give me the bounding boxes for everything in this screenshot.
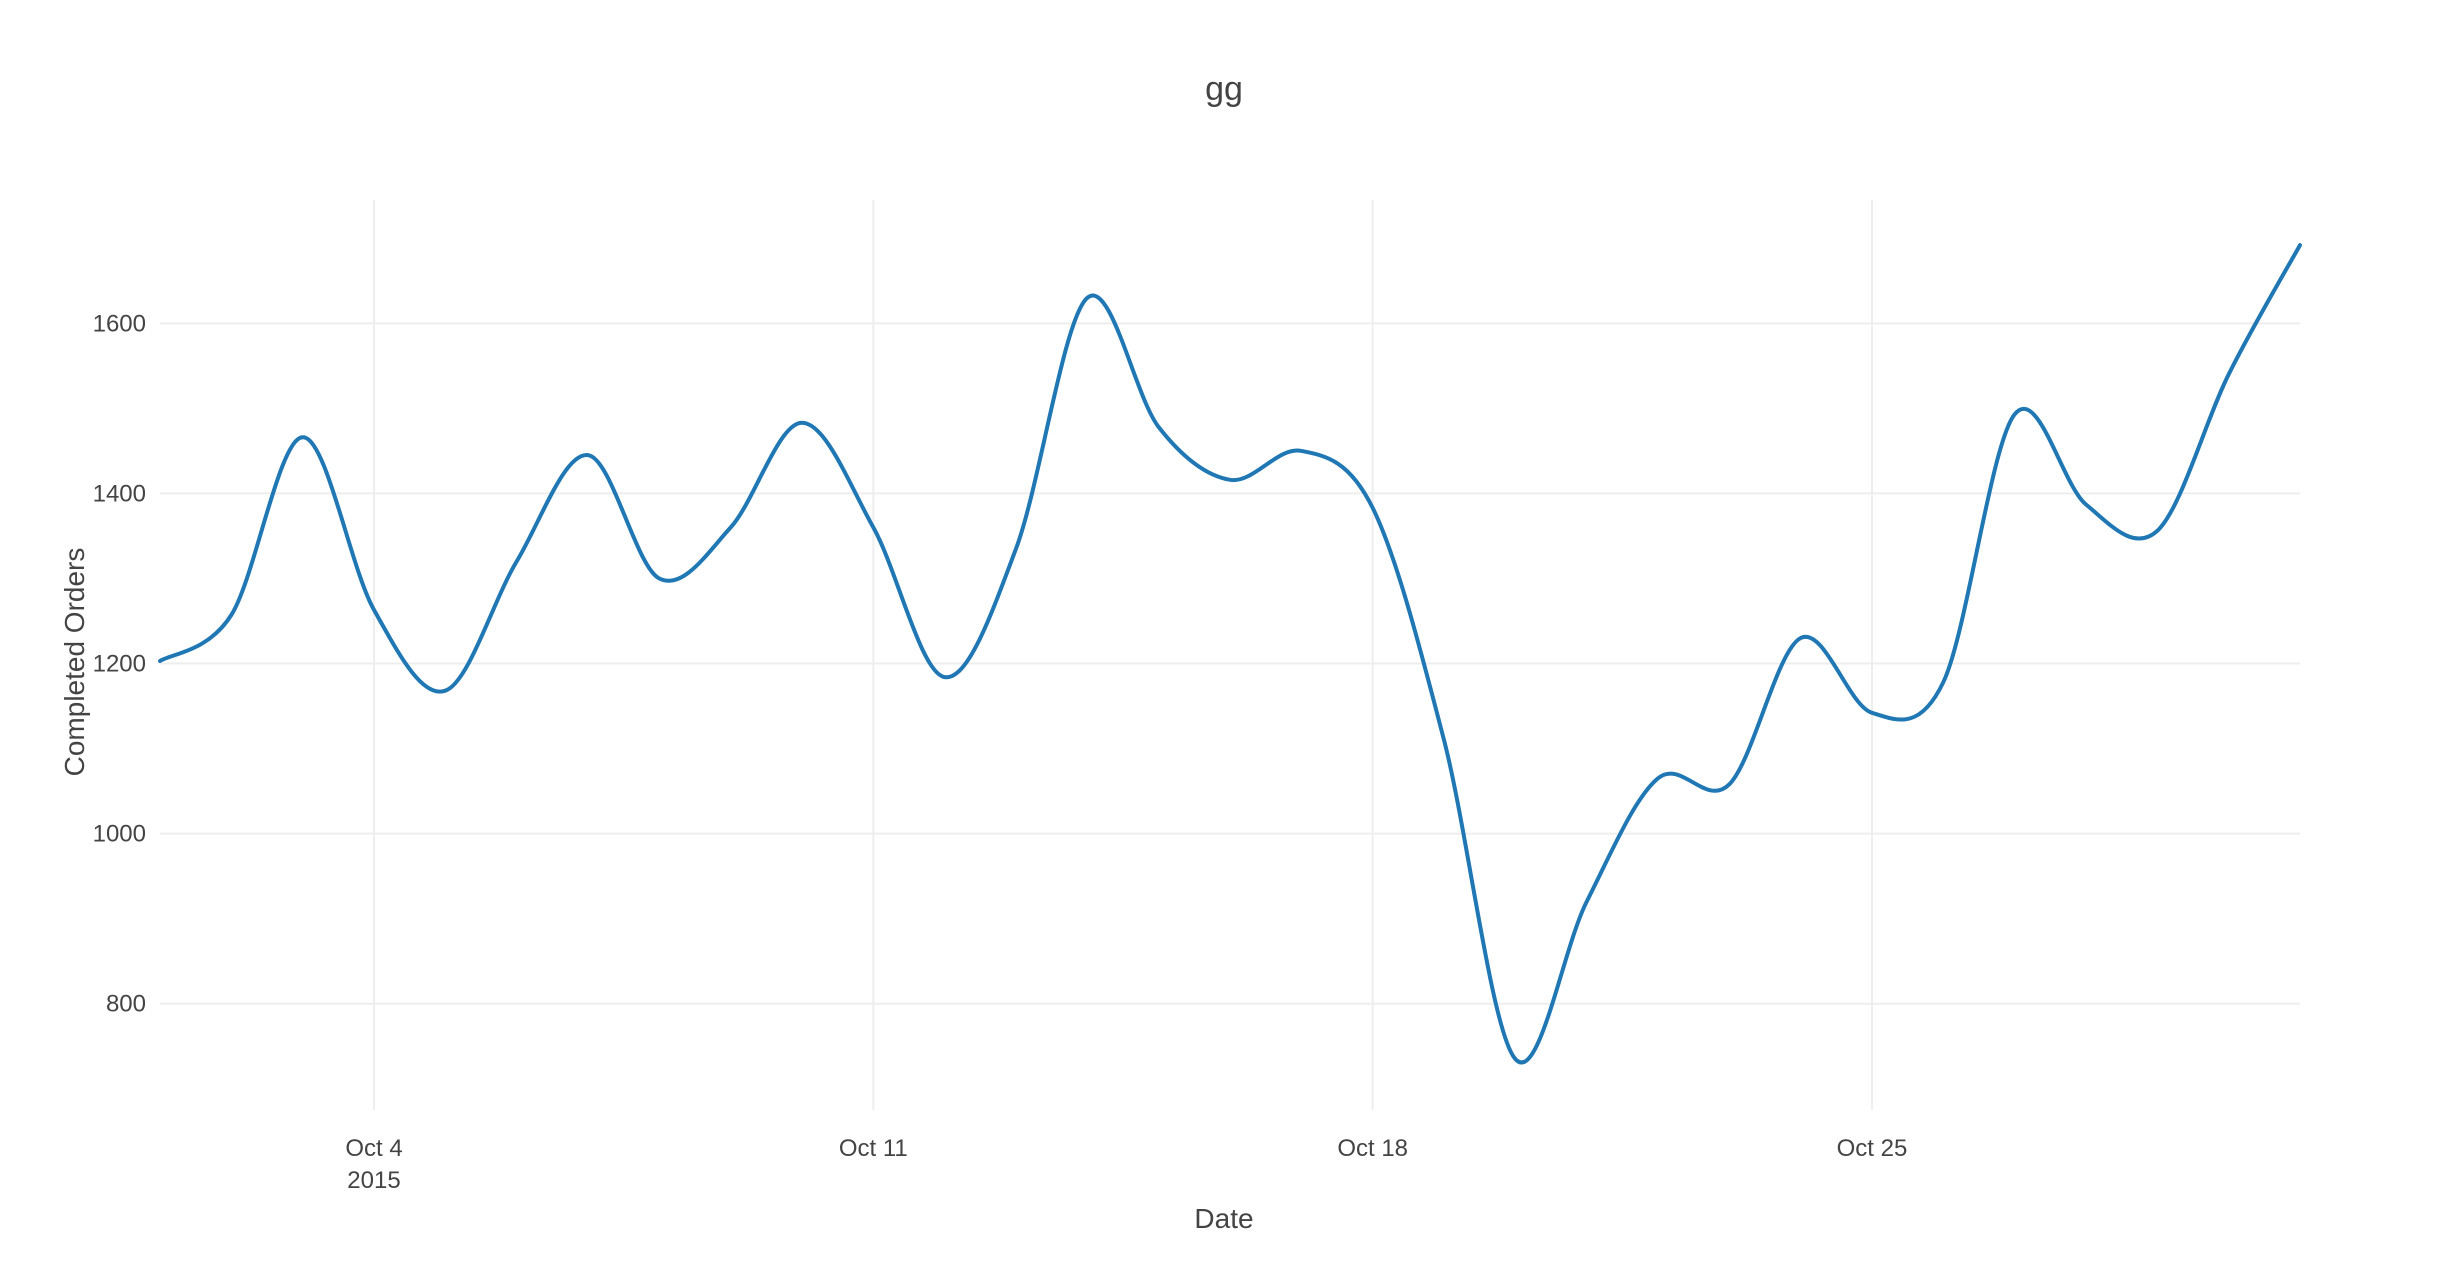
data-point: [1584, 899, 1590, 905]
data-point: [728, 524, 734, 530]
chart-title: gg: [1205, 70, 1243, 108]
y-tick-label: 1000: [93, 821, 146, 848]
y-tick-label: 1400: [93, 480, 146, 507]
data-point: [2297, 242, 2303, 248]
data-point: [2083, 502, 2089, 508]
data-point: [585, 452, 591, 458]
data-point: [1940, 679, 1946, 685]
series-line: [158, 243, 2302, 1065]
data-point: [1869, 710, 1875, 716]
data-point: [371, 607, 377, 613]
data-point: [228, 612, 234, 618]
x-tick-year-label: 2015: [347, 1167, 400, 1194]
data-point: [2012, 411, 2018, 417]
data-point: [1726, 781, 1732, 787]
data-point: [1655, 775, 1661, 781]
y-tick-label: 800: [106, 991, 146, 1018]
data-point: [1013, 546, 1019, 552]
data-point: [1084, 295, 1090, 301]
data-point: [2226, 371, 2232, 377]
series-layer: [157, 242, 2303, 1065]
x-axis-title: Date: [1194, 1203, 1253, 1234]
x-tick-label: Oct 25: [1837, 1135, 1908, 1162]
x-tick-label: Oct 18: [1337, 1135, 1408, 1162]
data-point: [1441, 737, 1447, 743]
x-tick-label: Oct 4: [345, 1135, 402, 1162]
data-point: [942, 674, 948, 680]
y-axis-title: Completed Orders: [59, 548, 90, 777]
data-point: [157, 658, 163, 664]
data-point: [656, 576, 662, 582]
gridlines: [160, 200, 2300, 1110]
data-point: [1370, 505, 1376, 511]
data-point: [1512, 1056, 1518, 1062]
data-point: [2154, 528, 2160, 534]
data-point: [442, 688, 448, 694]
tick-labels: 800 1000 1200 1400 1600 Oct 4 2015 Oct 11 Oct 18…: [93, 310, 1908, 1194]
data-point: [1798, 635, 1804, 641]
data-point: [300, 434, 306, 440]
y-tick-label: 1200: [93, 651, 146, 678]
data-point: [799, 420, 805, 426]
data-point: [1227, 477, 1233, 483]
x-tick-label: Oct 11: [839, 1135, 908, 1162]
data-point: [1298, 448, 1304, 454]
y-tick-label: 1600: [93, 310, 146, 337]
data-point: [1156, 424, 1162, 430]
data-point: [514, 558, 520, 564]
data-point: [870, 524, 876, 530]
